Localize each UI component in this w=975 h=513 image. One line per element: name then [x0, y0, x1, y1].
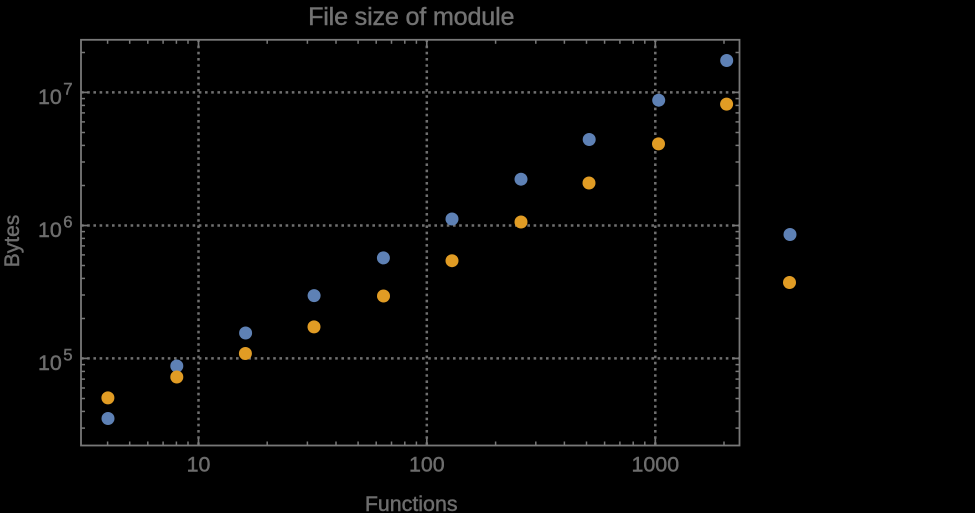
svg-text:10: 10 — [38, 85, 62, 109]
svg-text:5: 5 — [63, 345, 72, 364]
svg-text:6: 6 — [63, 212, 72, 231]
svg-text:100: 100 — [409, 453, 445, 477]
svg-text:10: 10 — [38, 351, 62, 375]
svg-text:Bytes: Bytes — [1, 215, 24, 268]
svg-text:1000: 1000 — [632, 453, 680, 477]
svg-text:7: 7 — [63, 79, 72, 98]
svg-text:10: 10 — [38, 218, 62, 242]
svg-text:10: 10 — [187, 453, 211, 477]
svg-text:File size of module: File size of module — [308, 3, 514, 31]
svg-text:Functions: Functions — [365, 492, 458, 513]
